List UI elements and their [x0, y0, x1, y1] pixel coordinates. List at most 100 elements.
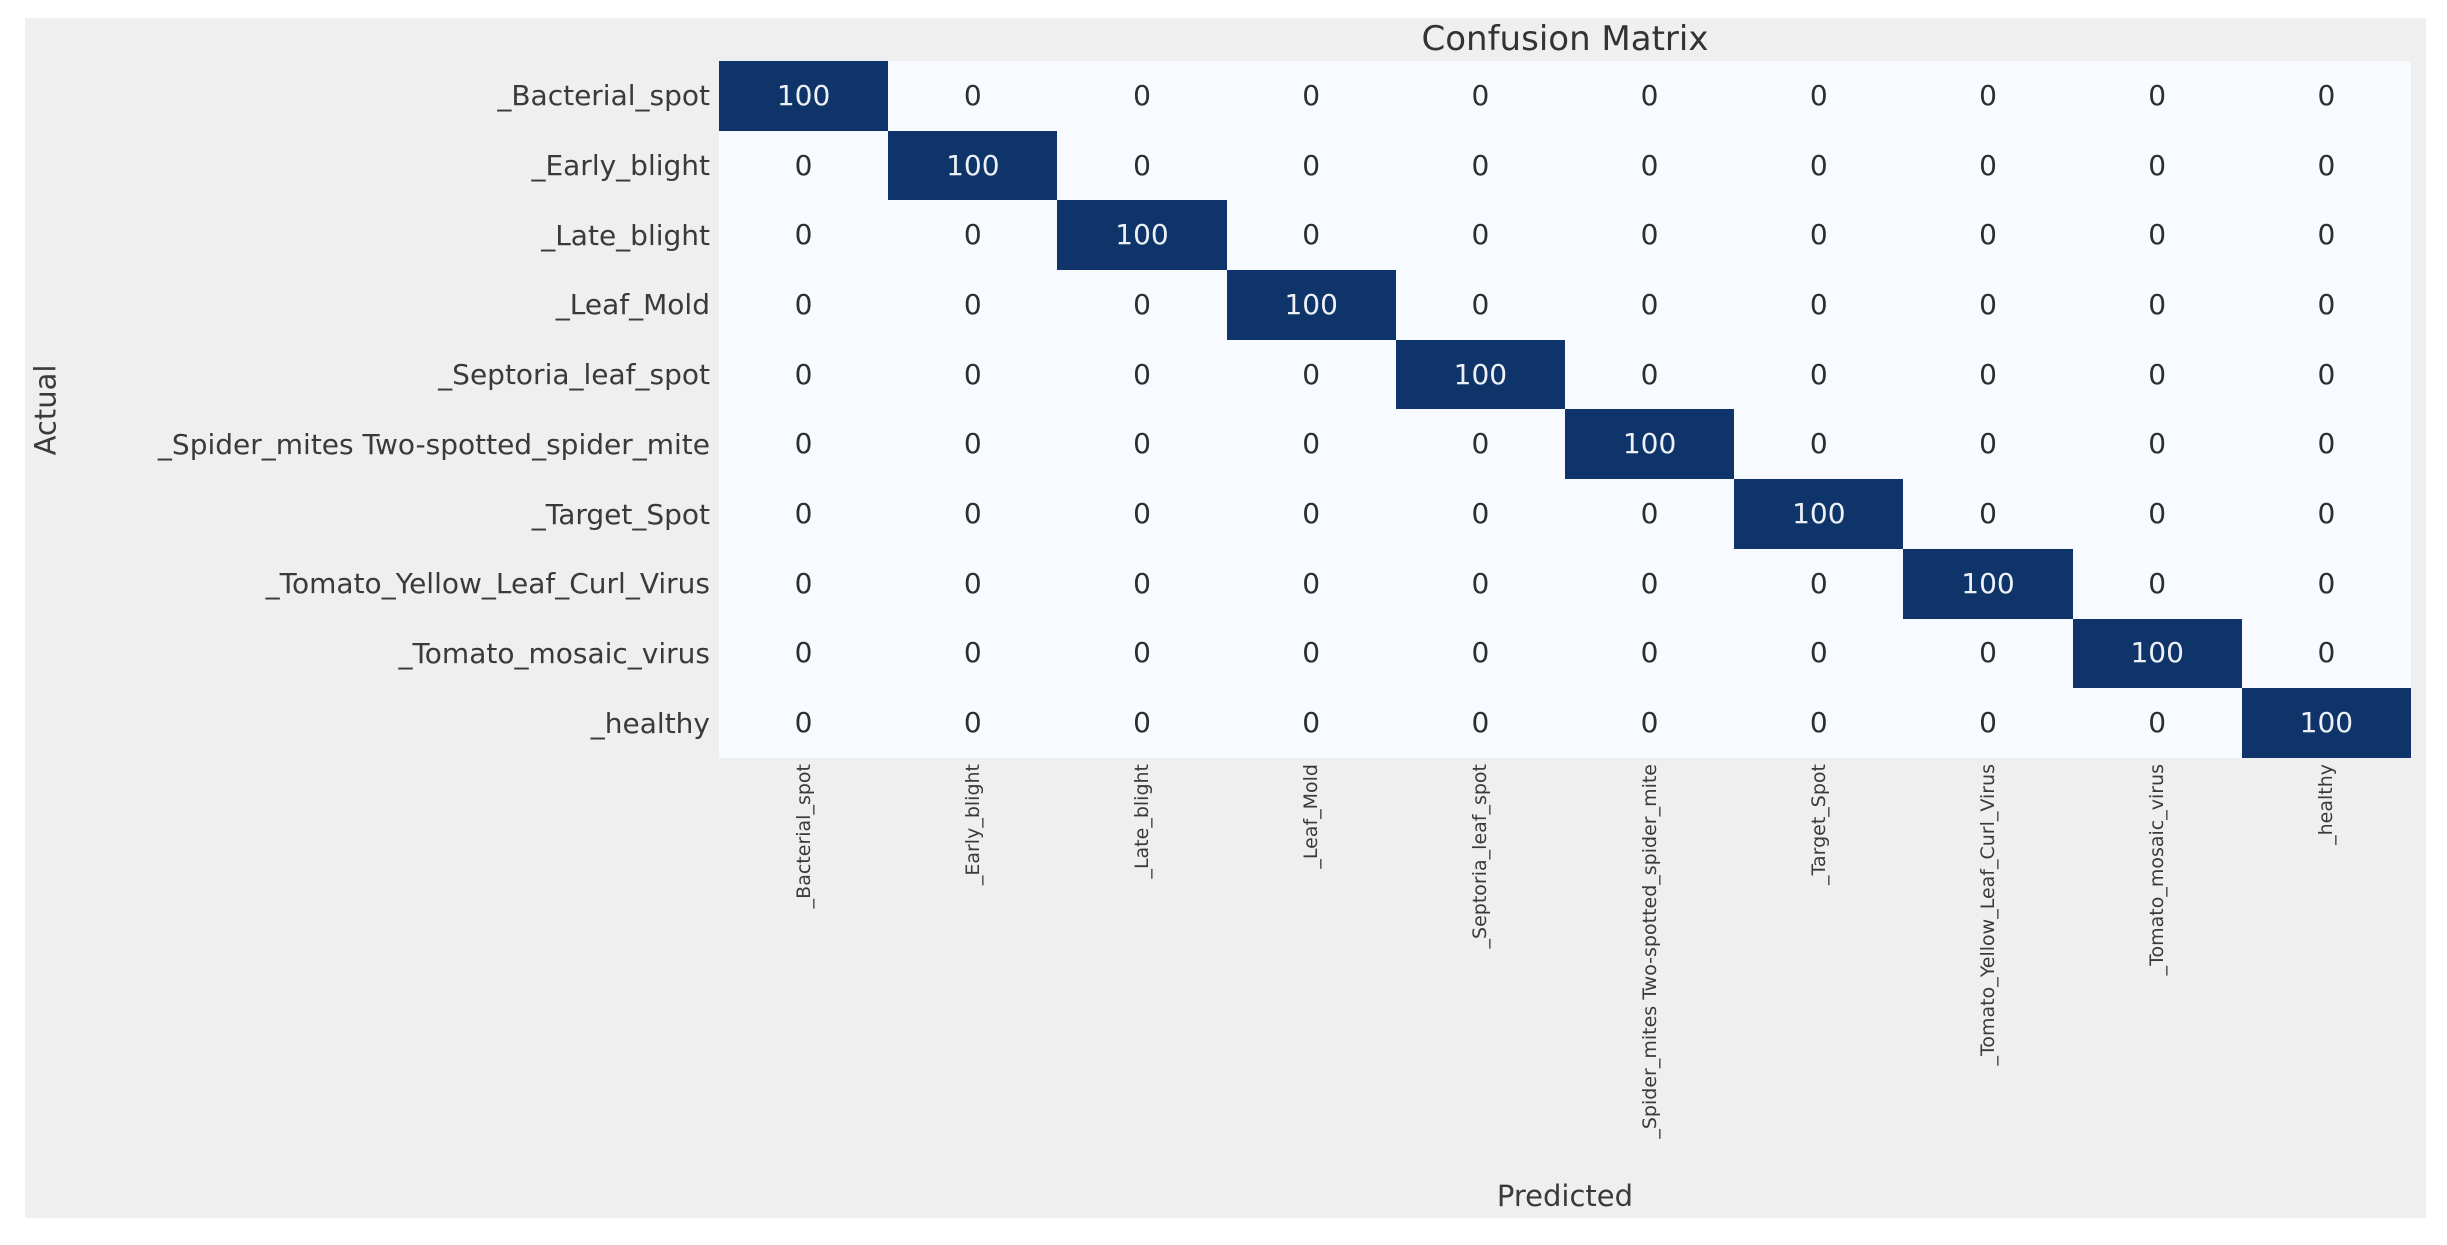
- heatmap-cell: 0: [888, 409, 1058, 480]
- x-tick-label: _Late_blight: [1131, 764, 1153, 879]
- heatmap-cell: 100: [888, 130, 1058, 201]
- heatmap-cell: 0: [1057, 548, 1227, 619]
- heatmap-cell: 0: [719, 200, 889, 271]
- heatmap-cell: 100: [1903, 548, 2073, 619]
- y-tick-label: _Bacterial_spot: [497, 79, 710, 113]
- heatmap-cell: 0: [1057, 130, 1227, 201]
- heatmap-grid: 100 0 0 0 0 0 0 0 0 0 0 100 0 0 0 0 0 0 0 0 0 0 100 0 0 0 0 0 0 0 0 0 0 1…: [719, 61, 2411, 758]
- heatmap-cell: 100: [1226, 270, 1396, 340]
- chart-title: Confusion Matrix: [1421, 19, 1709, 59]
- heatmap-cell: 0: [1564, 200, 1735, 271]
- heatmap-cell: 100: [1057, 200, 1227, 271]
- heatmap-cell: 0: [1226, 339, 1396, 410]
- heatmap-cell: 0: [1057, 270, 1227, 340]
- heatmap-cell: 100: [1395, 339, 1565, 410]
- heatmap-cell: 0: [1564, 270, 1735, 340]
- y-tick-label: _Spider_mites Two-spotted_spider_mite: [157, 427, 710, 461]
- heatmap-cell: 0: [1226, 130, 1396, 201]
- heatmap-cell: 0: [1734, 130, 1904, 201]
- heatmap-cell: 0: [1395, 61, 1565, 131]
- heatmap-cell: 0: [888, 479, 1058, 549]
- heatmap-cell: 0: [1395, 618, 1565, 689]
- x-tick-label: _Leaf_Mold: [1300, 764, 1323, 869]
- heatmap-cell: 0: [719, 270, 889, 340]
- heatmap-cell: 0: [1734, 618, 1904, 689]
- heatmap-cell: 0: [1734, 61, 1904, 131]
- x-axis-label: Predicted: [1496, 1179, 1634, 1213]
- heatmap-cell: 0: [2241, 200, 2411, 271]
- heatmap-cell: 0: [1057, 61, 1227, 131]
- y-tick-label: _Septoria_leaf_spot: [438, 358, 710, 392]
- x-tick-label: _Early_blight: [961, 764, 984, 886]
- heatmap-cell: 0: [1734, 548, 1904, 619]
- heatmap-cell: 0: [1903, 200, 2073, 271]
- heatmap-cell: 0: [1564, 548, 1735, 619]
- heatmap-cell: 100: [2241, 688, 2411, 758]
- x-tick-label: _Target_Spot: [1807, 764, 1830, 885]
- x-tick-label: _Tomato_mosaic_virus: [2146, 764, 2169, 976]
- heatmap-cell: 0: [888, 339, 1058, 410]
- heatmap-cell: 0: [1903, 270, 2073, 340]
- heatmap-cell: 0: [888, 61, 1058, 131]
- heatmap-cell: 0: [2072, 409, 2242, 480]
- heatmap-cell: 0: [1564, 479, 1735, 549]
- heatmap-cell: 100: [1564, 409, 1735, 480]
- heatmap-cell: 100: [719, 61, 889, 131]
- heatmap-cell: 0: [2072, 130, 2242, 201]
- heatmap-cell: 0: [1226, 548, 1396, 619]
- heatmap-cell: 0: [1395, 130, 1565, 201]
- heatmap-cell: 0: [2072, 548, 2242, 619]
- heatmap-cell: 0: [1226, 479, 1396, 549]
- heatmap-cell: 0: [1395, 409, 1565, 480]
- heatmap-cell: 0: [2072, 688, 2242, 758]
- heatmap-cell: 0: [2072, 61, 2242, 131]
- heatmap-cell: 0: [1564, 61, 1735, 131]
- heatmap-cell: 0: [888, 688, 1058, 758]
- y-tick-label: _Early_blight: [531, 149, 710, 183]
- heatmap-cell: 0: [888, 270, 1058, 340]
- heatmap-cell: 0: [1226, 200, 1396, 271]
- heatmap-cell: 0: [1395, 270, 1565, 340]
- heatmap-cell: 0: [2072, 200, 2242, 271]
- heatmap-cell: 0: [1057, 479, 1227, 549]
- heatmap-cell: 0: [2241, 270, 2411, 340]
- y-axis-label: Actual: [28, 364, 63, 455]
- y-axis-label-wrap: Actual: [28, 61, 63, 758]
- heatmap-cell: 0: [1903, 688, 2073, 758]
- heatmap-cell: 0: [1226, 61, 1396, 131]
- heatmap-cell: 0: [1903, 479, 2073, 549]
- y-tick-label: _healthy: [590, 706, 710, 740]
- x-tick-label: _Bacterial_spot: [792, 764, 815, 909]
- heatmap-cell: 0: [1395, 688, 1565, 758]
- heatmap-cell: 0: [1903, 409, 2073, 480]
- heatmap-cell: 0: [1903, 130, 2073, 201]
- x-tick-label: _Tomato_Yellow_Leaf_Curl_Virus: [1977, 764, 1999, 1066]
- heatmap-cell: 0: [2241, 409, 2411, 480]
- heatmap-cell: 0: [2241, 479, 2411, 549]
- heatmap-cell: 0: [1395, 548, 1565, 619]
- y-tick-label: _Target_Spot: [531, 497, 710, 531]
- heatmap-cell: 0: [719, 339, 889, 410]
- heatmap-cell: 0: [719, 479, 889, 549]
- heatmap-cell: 0: [1903, 339, 2073, 410]
- heatmap-cell: 0: [2072, 339, 2242, 410]
- heatmap-cell: 0: [1564, 618, 1735, 689]
- x-tick-label: _Spider_mites Two-spotted_spider_mite: [1638, 764, 1661, 1139]
- heatmap-cell: 0: [2241, 130, 2411, 201]
- heatmap-cell: 0: [2241, 618, 2411, 689]
- heatmap-cell: 0: [1226, 688, 1396, 758]
- heatmap-cell: 0: [719, 130, 889, 201]
- x-tick-label: _Septoria_leaf_spot: [1469, 764, 1492, 949]
- heatmap-cell: 0: [1564, 339, 1735, 410]
- heatmap-cell: 0: [1734, 688, 1904, 758]
- heatmap-cell: 0: [2241, 339, 2411, 410]
- heatmap-cell: 0: [1057, 618, 1227, 689]
- heatmap-cell: 0: [888, 548, 1058, 619]
- heatmap-cell: 0: [1057, 688, 1227, 758]
- heatmap-cell: 100: [2072, 618, 2242, 689]
- heatmap-cell: 0: [1057, 339, 1227, 410]
- heatmap-cell: 0: [1564, 130, 1735, 201]
- heatmap-cell: 0: [1057, 409, 1227, 480]
- heatmap-cell: 0: [2241, 548, 2411, 619]
